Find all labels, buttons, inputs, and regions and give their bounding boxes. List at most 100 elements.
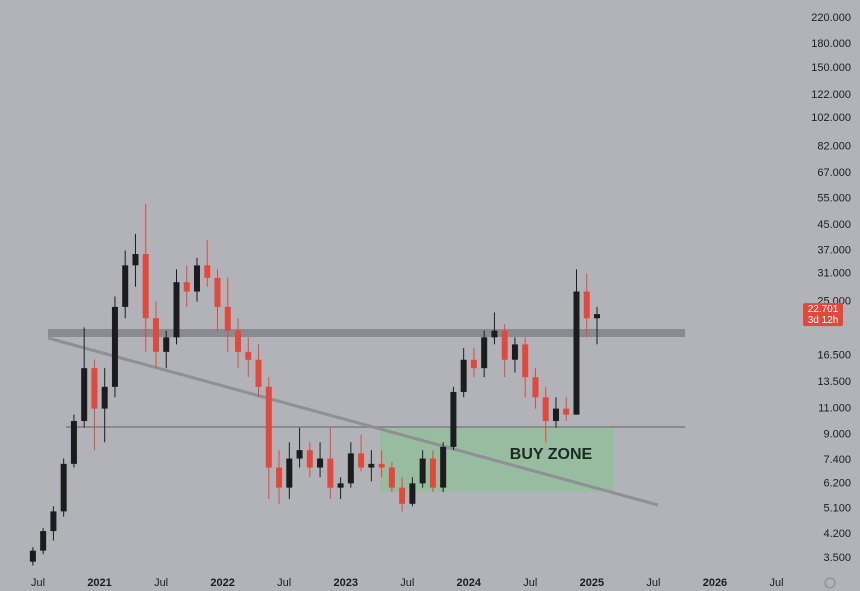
- x-tick-label: Jul: [400, 577, 414, 589]
- countdown-label: 3d 12h: [808, 315, 839, 326]
- y-tick-label: 150.000: [811, 62, 851, 74]
- candle-body: [81, 368, 88, 422]
- y-tick-label: 4.200: [823, 528, 851, 540]
- plot-area: 220.000 180.000 150.000 122.000 102.000 82.00…: [29, 12, 851, 589]
- y-tick-label: 45.000: [817, 219, 851, 231]
- candle-body: [296, 450, 303, 459]
- candle-body: [224, 306, 231, 331]
- y-tick-label: 7.400: [823, 454, 851, 466]
- candle-body: [399, 487, 406, 504]
- candle-body: [214, 277, 221, 307]
- candle-body: [450, 391, 457, 447]
- candle-body: [60, 463, 67, 512]
- candle-body: [91, 368, 98, 409]
- candle-body: [317, 458, 324, 468]
- x-tick-label: 2024: [457, 577, 482, 589]
- y-tick-label: 6.200: [823, 477, 851, 489]
- x-tick-label: Jul: [646, 577, 660, 589]
- x-tick-label: Jul: [769, 577, 783, 589]
- candle-body: [40, 531, 47, 551]
- candle-body: [255, 359, 262, 387]
- y-tick-label: 67.000: [817, 167, 851, 179]
- candle-body: [491, 330, 498, 338]
- y-tick-label: 16.500: [817, 350, 851, 362]
- candle-body: [542, 397, 549, 422]
- x-tick-label: Jul: [31, 577, 45, 589]
- candle-body: [368, 463, 375, 468]
- candle-body: [594, 314, 600, 319]
- candle-body: [522, 344, 529, 378]
- x-tick-label: Jul: [277, 577, 291, 589]
- x-tick-label: Jul: [154, 577, 168, 589]
- last-price-label: 22.701: [808, 304, 839, 315]
- y-tick-label: 122.000: [811, 89, 851, 101]
- candle-body: [163, 337, 170, 352]
- candle-body: [481, 337, 488, 369]
- candle-body: [470, 359, 477, 369]
- candle-body: [152, 318, 159, 352]
- y-tick-label: 220.000: [811, 12, 851, 24]
- y-tick-label: 37.000: [817, 244, 851, 256]
- x-tick-label: 2022: [210, 577, 234, 589]
- price-label-box: [803, 303, 843, 327]
- candle-body: [563, 408, 570, 415]
- y-tick-label: 5.100: [823, 503, 851, 515]
- candle-body: [552, 408, 559, 422]
- candle-body: [183, 282, 190, 292]
- candle-body: [378, 463, 385, 468]
- candle-body: [501, 330, 508, 360]
- candle-body: [111, 306, 118, 387]
- candle-body: [409, 483, 416, 504]
- candle-body: [440, 446, 447, 488]
- candle-body: [419, 458, 426, 484]
- trend-line: [47, 336, 659, 507]
- y-tick-label: 102.000: [811, 112, 851, 124]
- candle-body: [101, 386, 108, 409]
- y-tick-label: 82.000: [817, 141, 851, 153]
- candle-body: [337, 483, 344, 488]
- candle-body: [132, 254, 139, 266]
- x-tick-label: 2023: [333, 577, 357, 589]
- y-tick-label: 11.000: [818, 403, 851, 415]
- y-tick-label: 3.500: [823, 552, 851, 564]
- x-tick-label: 2026: [703, 577, 727, 589]
- candle-body: [29, 550, 36, 562]
- candle-body: [583, 291, 590, 319]
- y-tick-label: 9.000: [823, 429, 851, 441]
- candle-body: [429, 458, 436, 488]
- candle-body: [142, 254, 149, 319]
- buy-zone-label: BUY ZONE: [510, 446, 593, 463]
- candle-body: [460, 359, 467, 392]
- x-tick-label: 2025: [580, 577, 604, 589]
- candle-body: [276, 467, 283, 488]
- candle-body: [50, 511, 57, 532]
- settings-icon[interactable]: [824, 577, 836, 589]
- candle-body: [347, 453, 354, 484]
- y-tick-label: 13.500: [817, 376, 851, 388]
- candle-body: [358, 453, 365, 468]
- y-tick-label: 31.000: [817, 267, 851, 279]
- candle-body: [194, 265, 200, 292]
- x-tick-label: 2021: [87, 577, 111, 589]
- candle-body: [573, 291, 580, 415]
- candle-body: [388, 467, 395, 488]
- candle-body: [235, 330, 242, 352]
- candle-body: [532, 377, 539, 398]
- resistance-band: [48, 329, 685, 337]
- candle-body: [204, 265, 211, 278]
- candle-body: [286, 458, 293, 488]
- y-tick-label: 180.000: [811, 38, 851, 50]
- candle-body: [70, 421, 77, 464]
- x-tick-label: Jul: [523, 577, 537, 589]
- candle-body: [327, 458, 334, 488]
- candle-body: [122, 265, 129, 307]
- candle-body: [265, 386, 272, 468]
- candle-body: [306, 450, 313, 468]
- candle-body: [173, 282, 180, 338]
- y-tick-label: 55.000: [817, 193, 851, 205]
- candle-body: [511, 344, 518, 360]
- candle-body: [245, 351, 252, 360]
